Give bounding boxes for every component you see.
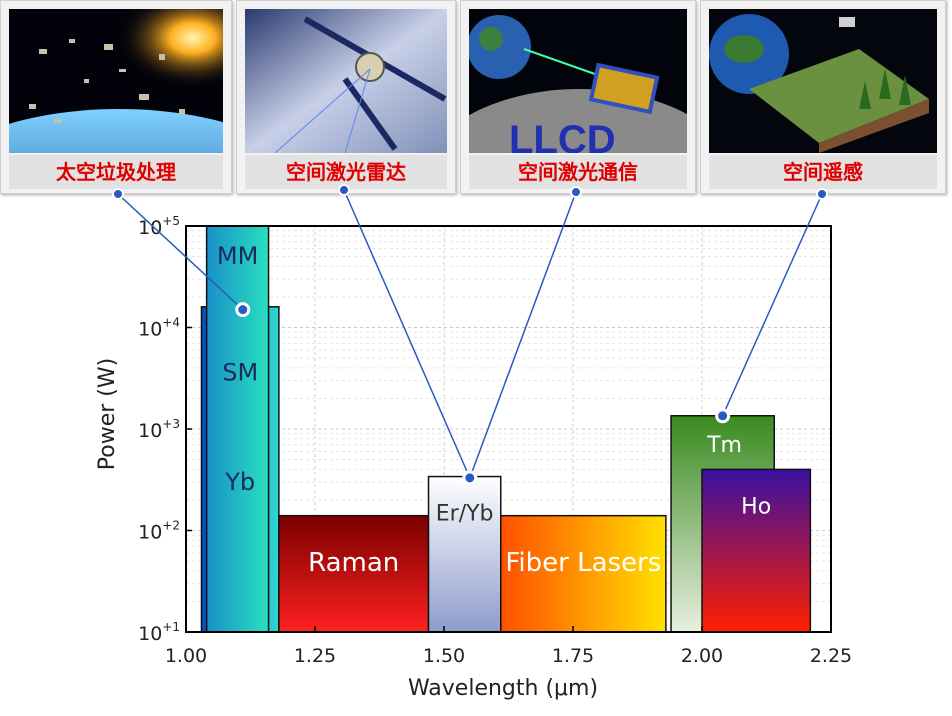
x-axis-title: Wavelength (μm) xyxy=(408,676,598,701)
connector-start-dot xyxy=(570,186,582,198)
region-fiber-lasers xyxy=(500,514,667,633)
caption-space-debris: 太空垃圾处理 xyxy=(9,155,223,189)
satellite-lidar-image xyxy=(245,9,447,153)
caption-laser-comm: 空间激光通信 xyxy=(469,155,687,189)
y-tick-label: 10+5 xyxy=(138,214,180,239)
label-tm: Tm xyxy=(706,433,742,458)
connector-line xyxy=(343,189,471,479)
x-tick-label: 2.25 xyxy=(810,645,852,667)
y-tick-label: 10+4 xyxy=(138,316,180,341)
y-tick-label: 10+1 xyxy=(138,620,180,645)
connector-end-dot xyxy=(715,408,731,424)
connector-line xyxy=(721,193,823,417)
x-tick-label: 2.00 xyxy=(681,645,723,667)
label-mm: MM xyxy=(217,242,258,270)
connector-line xyxy=(117,193,244,311)
card-space-debris: 太空垃圾处理 xyxy=(0,0,232,194)
laser-communication-image: LLCD xyxy=(469,9,687,153)
svg-text:LLCD: LLCD xyxy=(509,118,616,153)
remote-sensing-image xyxy=(709,9,937,153)
region-ho xyxy=(701,468,812,633)
y-axis-title: Power (W) xyxy=(95,358,120,470)
connector-start-dot xyxy=(816,188,828,200)
y-tick-label: 10+3 xyxy=(138,417,180,442)
connector-end-dot xyxy=(235,302,251,318)
region-er-yb xyxy=(427,475,502,633)
card-laser-comm: LLCD 空间激光通信 xyxy=(460,0,696,194)
space-debris-image xyxy=(9,9,223,153)
caption-remote-sensing: 空间遥感 xyxy=(709,155,937,189)
card-space-lidar: 空间激光雷达 xyxy=(236,0,456,194)
card-remote-sensing: 空间遥感 xyxy=(700,0,946,194)
x-tick-label: 1.50 xyxy=(423,645,465,667)
label-fiber-lasers: Fiber Lasers xyxy=(505,548,661,578)
label-er-yb: Er/Yb xyxy=(436,502,494,527)
x-tick-label: 1.25 xyxy=(294,645,336,667)
connector-line xyxy=(469,191,577,479)
label-ho: Ho xyxy=(741,494,771,519)
connector-start-dot xyxy=(338,184,350,196)
label-yb: Yb xyxy=(224,468,255,496)
connector-start-dot xyxy=(112,188,124,200)
connector-end-dot xyxy=(462,470,478,486)
y-tick-label: 10+2 xyxy=(138,519,180,544)
label-sm: SM xyxy=(222,359,258,387)
x-tick-label: 1.75 xyxy=(552,645,594,667)
caption-space-lidar: 空间激光雷达 xyxy=(245,155,447,189)
region-mm xyxy=(205,225,270,633)
label-raman: Raman xyxy=(308,548,399,578)
x-tick-label: 1.00 xyxy=(165,645,207,667)
